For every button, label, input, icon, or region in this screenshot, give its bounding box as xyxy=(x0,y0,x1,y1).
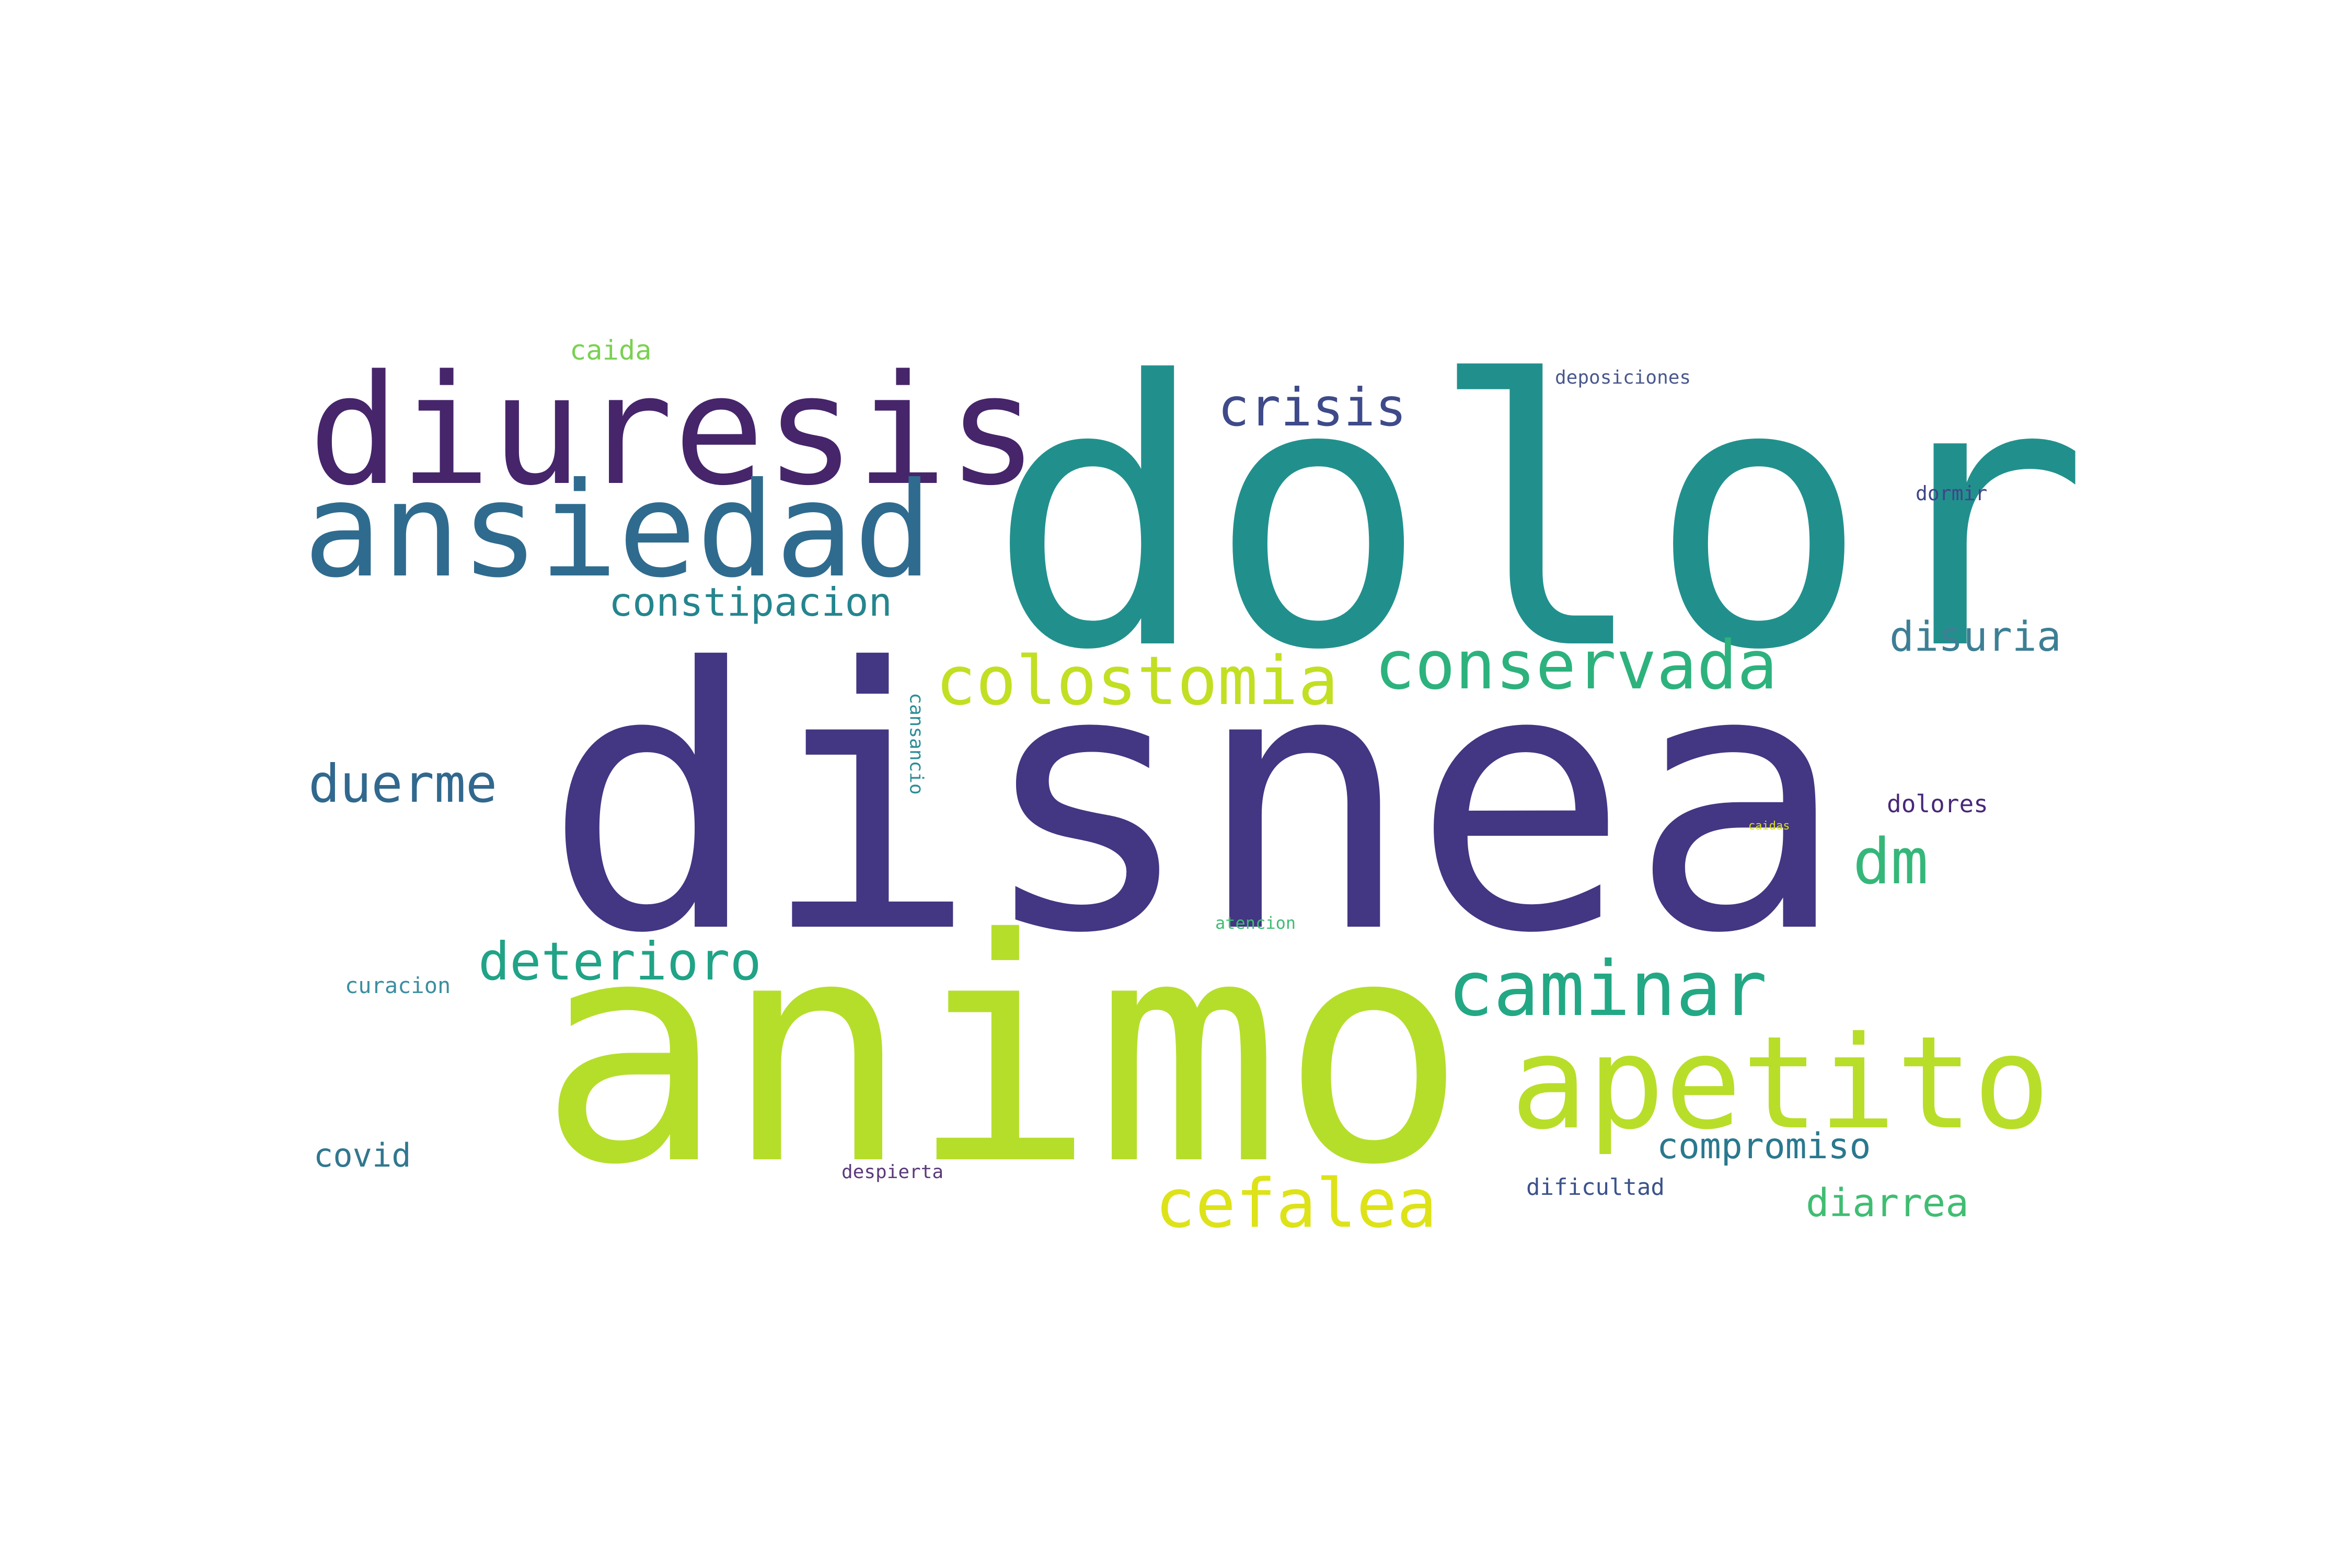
word-atencion: atencion xyxy=(1215,913,1296,933)
word-ansiedad: ansiedad xyxy=(303,454,933,606)
word-deposiciones: deposiciones xyxy=(1555,367,1691,388)
word-caidas: caidas xyxy=(1748,820,1790,833)
word-duerme: duerme xyxy=(308,753,498,814)
word-cefalea: cefalea xyxy=(1155,1165,1437,1243)
word-dormir: dormir xyxy=(1916,482,1988,505)
word-diuresis: diuresis xyxy=(308,343,1039,519)
word-dificultad: dificultad xyxy=(1526,1174,1665,1201)
word-conservada: conservada xyxy=(1375,627,1778,705)
word-cansancio: cansancio xyxy=(905,693,927,795)
word-despierta: despierta xyxy=(841,1161,944,1183)
word-dolor: dolor xyxy=(988,304,2090,730)
word-dm: dm xyxy=(1853,826,1929,898)
word-diarrea: diarrea xyxy=(1806,1181,1969,1226)
word-compromiso: compromiso xyxy=(1657,1126,1871,1167)
word-dolores: dolores xyxy=(1887,790,1988,818)
word-colostomia: colostomia xyxy=(936,642,1339,720)
word-animo: animo xyxy=(538,873,1467,1232)
word-caminar: caminar xyxy=(1448,945,1768,1033)
word-apetito: apetito xyxy=(1511,1009,2050,1158)
word-crisis: crisis xyxy=(1218,377,1407,438)
word-caida: caida xyxy=(570,335,652,366)
word-deterioro: deterioro xyxy=(478,931,762,992)
word-disnea: disnea xyxy=(544,592,1847,1012)
word-covid: covid xyxy=(314,1136,411,1174)
word-constipacion: constipacion xyxy=(609,579,892,625)
word-disuria: disuria xyxy=(1889,614,2061,661)
word-curacion: curacion xyxy=(345,973,451,998)
